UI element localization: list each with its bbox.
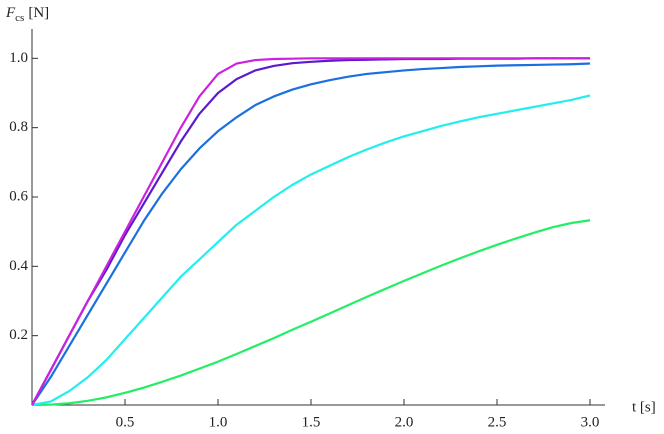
y-tick-label: 1.0 [9, 50, 28, 66]
y-label-unit: [N] [28, 5, 49, 21]
y-tick-label: 0.2 [9, 327, 28, 343]
x-tick-label: 1.5 [302, 414, 321, 430]
series-line [31, 57, 590, 406]
x-tick-label: 2.0 [395, 414, 414, 430]
y-tick-label: 0.6 [9, 188, 28, 204]
y-label-symbol: F [5, 5, 16, 21]
y-label-subscript: cs [15, 12, 24, 24]
x-tick-label: 3.0 [581, 414, 600, 430]
x-axis-label: t [s] [632, 399, 656, 415]
x-tick-label: 1.0 [209, 414, 228, 430]
y-tick-label: 0.8 [9, 119, 28, 135]
x-tick-label: 0.5 [116, 414, 135, 430]
series-line [31, 57, 590, 406]
series-line [31, 219, 591, 407]
y-tick-label: 0.4 [9, 258, 28, 274]
series-line [31, 62, 591, 406]
series-line [31, 94, 591, 407]
y-axis-label: Fcs [N] [5, 5, 49, 23]
x-tick-label: 2.5 [488, 414, 507, 430]
